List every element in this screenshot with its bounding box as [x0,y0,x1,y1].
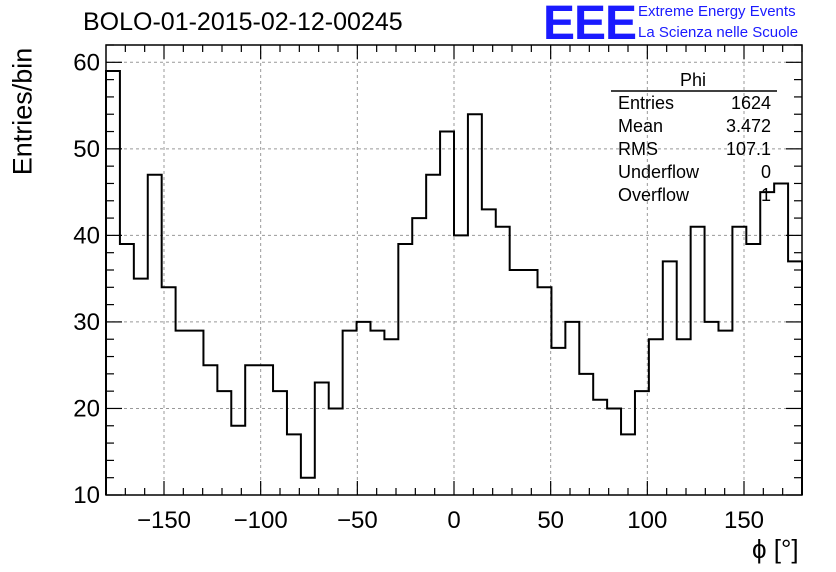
stats-label: RMS [618,139,658,159]
x-tick-label: −50 [337,507,378,534]
y-tick-label: 60 [73,49,100,76]
x-tick-label: −150 [137,507,191,534]
y-tick-label: 40 [73,222,100,249]
plot-frame [105,44,803,496]
stats-label: Overflow [618,185,690,205]
x-tick-label: 0 [447,507,460,534]
stats-row-overflow: Overflow 1 [618,185,771,206]
stats-value: 0 [760,162,771,182]
histogram-step-line [105,69,803,495]
x-tick-label: 150 [724,507,764,534]
stats-row-underflow: Underflow 0 [618,162,771,183]
stats-row-rms: RMS 107.1 [618,139,771,160]
logo-line-1: Extreme Energy Events [638,3,796,20]
y-tick-label: 30 [73,309,100,336]
x-axis-label: ϕ [°] [752,534,799,564]
stats-row-entries: Entries 1624 [618,93,771,114]
logo-line-2: La Scienza nelle Scuole [638,24,799,41]
stats-label: Entries [618,93,675,113]
tick-labels: −150 −100 −50 0 50 100 150 10 20 30 40 50 60 [73,49,764,534]
eee-logo: EEE [543,0,637,50]
stats-value: 1 [760,185,771,205]
stats-value: 1624 [730,93,771,113]
stats-value: 107.1 [725,139,771,159]
stats-row-mean: Mean 3.472 [618,116,771,137]
x-tick-label: −100 [234,507,288,534]
stats-value: 3.472 [725,116,771,136]
y-tick-label: 20 [73,395,100,422]
chart-title: BOLO-01-2015-02-12-00245 [83,8,403,36]
stats-label: Mean [618,116,664,136]
stats-label: Underflow [618,162,700,182]
x-tick-label: 50 [537,507,564,534]
y-axis-label: Entries/bin [7,47,38,176]
x-tick-label: 100 [627,507,667,534]
y-tick-label: 50 [73,136,100,163]
y-tick-label: 10 [73,482,100,509]
stats-title: Phi [680,70,707,90]
